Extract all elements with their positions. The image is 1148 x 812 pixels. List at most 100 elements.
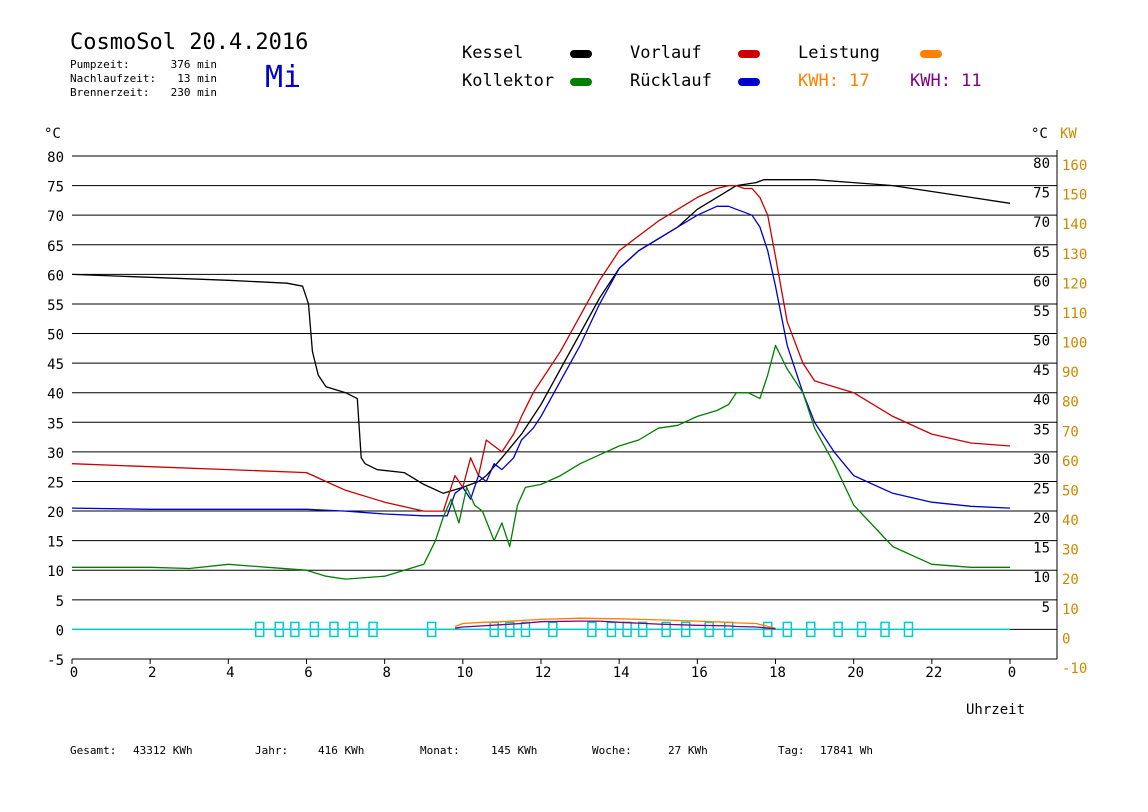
pump-pulse [548,621,558,638]
y-tick-label: 80 [47,150,64,166]
right-c-tick-label: 5 [1042,600,1050,616]
right-c-tick-label: 50 [1033,334,1050,350]
footer-label: Tag: [778,744,805,757]
series-line-kessel [71,179,1011,494]
right-kw-tick-label: 160 [1062,158,1087,174]
x-tick-label: 12 [535,665,552,681]
right-kw-tick-label: 70 [1062,424,1079,440]
x-tick-label: 8 [382,665,390,681]
right-kw-tick-label: 110 [1062,306,1087,322]
pump-pulse [329,621,339,638]
right-c-tick-label: 45 [1033,363,1050,379]
grid-lines [72,155,1057,630]
legend-kessel-label: Kessel [462,43,524,63]
pump-pulse [680,621,691,638]
y-tick-label: 40 [47,387,64,403]
pump-pulse [348,621,359,638]
pump-pulse [637,621,648,638]
right-c-tick-label: 20 [1033,511,1050,527]
pump-pulse [254,621,265,638]
right-c-tick-label: 25 [1033,481,1050,497]
right-c-tick-label: 70 [1033,215,1050,231]
chart-title: CosmoSol 20.4.2016 [70,30,309,55]
right-c-tick-label: 15 [1033,541,1050,557]
footer-value: 27 KWh [668,744,708,757]
x-axis-label: Uhrzeit [966,702,1025,718]
y-tick-label: 70 [47,209,64,225]
right-kw-tick-label: 150 [1062,188,1087,204]
y-tick-label: 55 [47,298,64,314]
legend-kessel-swatch [570,50,592,58]
series-line-leistung [454,617,776,629]
y-tick-label: 25 [47,475,64,491]
x-tick-label: 16 [691,665,708,681]
right-kw-tick-label: 80 [1062,395,1079,411]
y-tick-label: 60 [47,268,64,284]
right-c-tick-label: 30 [1033,452,1050,468]
footer-label: Woche: [592,744,632,757]
right-c-unit-label: °C [1031,126,1048,142]
pump-pulse [833,621,843,638]
pump-pulse [856,621,867,638]
x-tick-label: 18 [769,665,786,681]
pump-pulse [806,621,816,638]
x-tick-label: 20 [847,665,864,681]
pump-pulse [505,621,515,638]
x-tick-label: 10 [456,665,473,681]
x-tick-label: 0 [70,665,78,681]
y-tick-label: 45 [47,357,64,373]
right-c-tick-label: 10 [1033,570,1050,586]
right-kw-tick-label: 50 [1062,483,1079,499]
series-line-vorlauf [71,184,1011,512]
y-tick-label: 75 [47,180,64,196]
pump-pulse [274,621,284,638]
right-c-tick-label: 40 [1033,393,1050,409]
legend-vorlauf-swatch [738,50,760,58]
right-kw-tick-label: 140 [1062,217,1087,233]
footer-value: 416 KWh [318,744,365,757]
y-tick-label: 5 [56,594,64,610]
stat-label: Brennerzeit: [70,86,150,99]
series-line-kollektor [72,344,1010,580]
right-kw-tick-label: 60 [1062,454,1079,470]
x-tick-label: 22 [925,665,942,681]
left-unit-label: °C [44,126,61,142]
stat-value: 230 min [170,86,217,99]
footer-value: 17841 Wh [820,744,873,757]
legend-vorlauf-label: Vorlauf [630,43,702,63]
legend-kwh2: KWH: 11 [910,71,982,91]
pump-pulse [368,621,378,638]
legend-ruecklauf-swatch [738,78,760,86]
right-kw-tick-label: 0 [1062,631,1070,647]
y-tick-label: 65 [47,239,64,255]
right-kw-tick-label: 30 [1062,543,1079,559]
x-tick-label: 2 [148,665,156,681]
pump-pulse [782,621,793,638]
legend-kwh1: KWH: 17 [798,71,870,91]
footer-value: 43312 KWh [133,744,193,757]
pump-pulse [426,621,437,638]
right-kw-tick-label: 10 [1062,602,1079,618]
legend-leistung-label: Leistung [798,43,880,63]
pump-pulse [587,621,597,638]
right-kw-tick-label: 20 [1062,572,1079,588]
legend-ruecklauf-label: Rücklauf [630,71,712,91]
right-c-tick-label: 60 [1033,274,1050,290]
y-tick-label: 20 [47,505,64,521]
right-kw-tick-label: 120 [1062,276,1087,292]
pump-pulse [661,621,671,638]
footer-label: Jahr: [255,744,289,757]
pump-pulse [880,621,890,638]
pump-pulse [309,621,320,638]
y-tick-label: 0 [56,623,64,639]
pump-pulse [520,621,531,638]
pump-indicator [72,621,1010,638]
axes: -505101520253035404550556065707580510152… [44,126,1087,718]
stat-value: 376 min [170,58,217,71]
right-kw-tick-label: 90 [1062,365,1079,381]
right-kw-tick-label: 40 [1062,513,1079,529]
x-tick-label: 4 [226,665,234,681]
series-lines [71,179,1011,630]
right-c-tick-label: 80 [1033,156,1050,172]
